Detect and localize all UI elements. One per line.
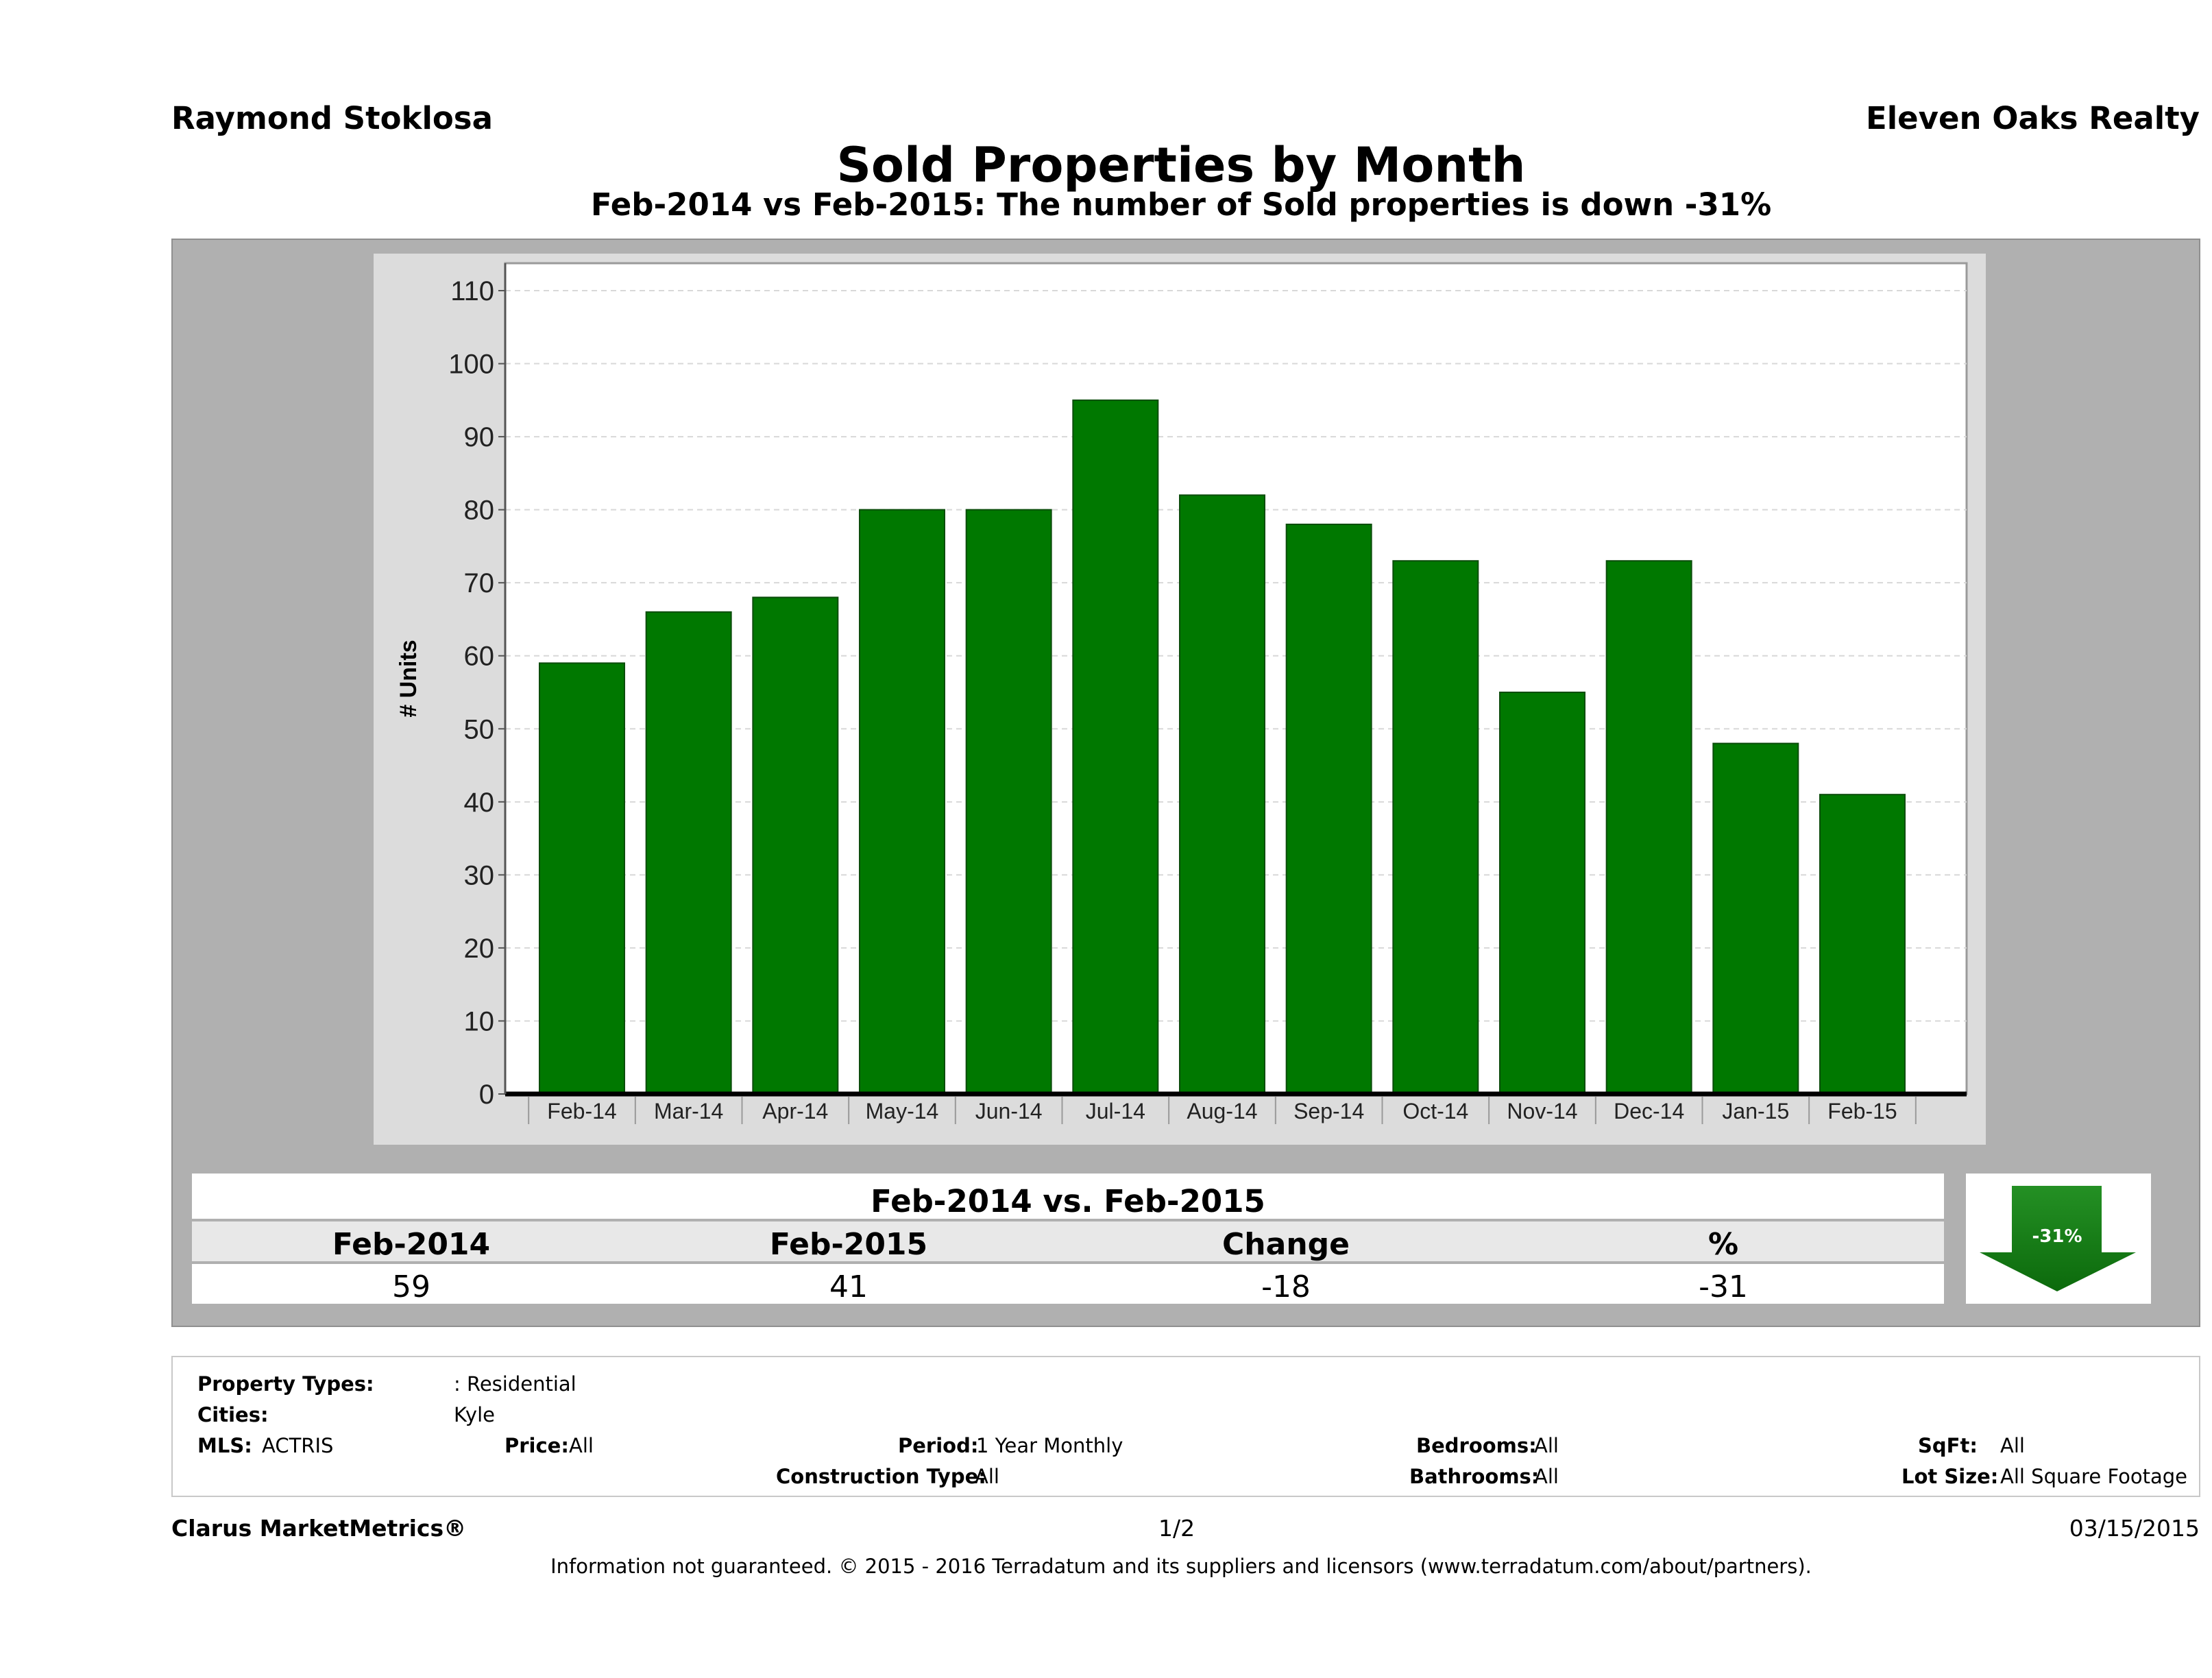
sqft-label: SqFt: xyxy=(1918,1434,1978,1457)
summary-table: Feb-2014 vs. Feb-2015 Feb-2014 Feb-2015 … xyxy=(192,1174,1944,1311)
summary-header-cell: Change xyxy=(1222,1227,1350,1262)
y-tick-label: 100 xyxy=(448,350,494,380)
summary-header-cell: Feb-2014 xyxy=(332,1227,491,1262)
bar xyxy=(1712,742,1799,1095)
price-label: Price: xyxy=(505,1434,569,1457)
summary-header-cell: % xyxy=(1707,1227,1739,1262)
y-tick-label: 40 xyxy=(464,788,495,818)
x-tick-label: Aug-14 xyxy=(1187,1099,1257,1123)
summary-value-cell: 41 xyxy=(829,1269,868,1304)
y-tick-label: 30 xyxy=(464,860,495,890)
product-name: Clarus MarketMetrics® xyxy=(171,1515,467,1542)
change-badge: -31% xyxy=(1966,1174,2151,1304)
x-tick-label: Mar-14 xyxy=(654,1099,723,1123)
y-tick-label: 80 xyxy=(464,496,495,526)
y-tick-label: 50 xyxy=(464,714,495,744)
x-tick-label: Feb-15 xyxy=(1827,1099,1897,1123)
change-badge-label: -31% xyxy=(2032,1226,2082,1247)
search-criteria: Property Types: : Residential Cities: Ky… xyxy=(171,1356,2200,1497)
lot-size-label: Lot Size: xyxy=(1901,1465,1999,1488)
y-tick-label: 110 xyxy=(450,276,494,306)
chart-title: Sold Properties by Month xyxy=(836,137,1526,193)
bedrooms-label: Bedrooms: xyxy=(1416,1434,1537,1457)
report-date: 03/15/2015 xyxy=(2069,1515,2200,1542)
property-types-label: Property Types: xyxy=(197,1372,374,1396)
bedrooms-value: All xyxy=(1534,1434,1559,1457)
y-tick-label: 20 xyxy=(464,934,495,964)
y-tick-label: 10 xyxy=(464,1006,495,1036)
price-value: All xyxy=(569,1434,594,1457)
period-label: Period: xyxy=(898,1434,979,1457)
x-tick-label: Jun-14 xyxy=(975,1099,1043,1123)
summary-value-cell: 59 xyxy=(392,1269,430,1304)
bar xyxy=(859,509,945,1095)
bar xyxy=(965,509,1052,1095)
x-tick-label: Dec-14 xyxy=(1614,1099,1684,1123)
bar xyxy=(539,662,625,1095)
property-types-value: : Residential xyxy=(454,1372,576,1396)
bar xyxy=(752,596,839,1095)
summary-title-row: Feb-2014 vs. Feb-2015 xyxy=(192,1174,1944,1219)
construction-type-value: All xyxy=(975,1465,999,1488)
x-tick-label: Apr-14 xyxy=(762,1099,828,1123)
construction-type-label: Construction Type: xyxy=(776,1465,986,1488)
brokerage-name: Eleven Oaks Realty xyxy=(1865,100,2200,136)
bar xyxy=(1072,399,1159,1095)
summary-header-cell: Feb-2015 xyxy=(769,1227,928,1262)
agent-name: Raymond Stoklosa xyxy=(171,100,493,136)
cities-value: Kyle xyxy=(454,1403,495,1426)
page-number: 1/2 xyxy=(1158,1515,1195,1542)
mls-label: MLS: xyxy=(197,1434,252,1457)
down-arrow-icon: -31% xyxy=(1980,1186,2136,1291)
y-tick-label: 60 xyxy=(464,642,495,672)
mls-value: ACTRIS xyxy=(262,1434,334,1457)
bar xyxy=(1392,560,1479,1095)
period-value: 1 Year Monthly xyxy=(976,1434,1123,1457)
bar xyxy=(1819,794,1906,1095)
y-tick-label: 0 xyxy=(479,1080,494,1110)
lot-size-value: All Square Footage xyxy=(2000,1465,2188,1488)
x-tick-label: Nov-14 xyxy=(1507,1099,1577,1123)
x-tick-label: Jan-15 xyxy=(1722,1099,1789,1123)
x-tick-label: Jul-14 xyxy=(1086,1099,1145,1123)
summary-value-row: 59 41 -18 -31 xyxy=(192,1264,1944,1304)
x-tick-label: Feb-14 xyxy=(547,1099,616,1123)
bar xyxy=(1179,494,1265,1095)
disclaimer: Information not guaranteed. © 2015 - 201… xyxy=(550,1555,1812,1578)
bar-chart: 0 10 20 30 40 50 60 70 80 90 100 110 Feb-14 Mar-14 Ap… xyxy=(396,262,1968,1124)
y-axis-ticks: 0 10 20 30 40 50 60 70 80 90 100 110 xyxy=(448,276,505,1110)
y-axis-label: # Units xyxy=(396,640,422,717)
bar xyxy=(1285,523,1372,1095)
x-tick-label: May-14 xyxy=(866,1099,939,1123)
y-tick-label: 70 xyxy=(464,568,495,598)
summary-title: Feb-2014 vs. Feb-2015 xyxy=(871,1183,1265,1219)
bar xyxy=(1499,692,1585,1095)
bar xyxy=(645,611,732,1095)
cities-label: Cities: xyxy=(197,1403,269,1426)
x-axis-ticks: Feb-14 Mar-14 Apr-14 May-14 Jun-14 Jul-14 Aug-… xyxy=(528,1097,1917,1124)
bathrooms-label: Bathrooms: xyxy=(1409,1465,1540,1488)
sqft-value: All xyxy=(2000,1434,2025,1457)
y-tick-label: 90 xyxy=(464,422,495,452)
summary-header-row: Feb-2014 Feb-2015 Change % xyxy=(192,1221,1944,1262)
chart-subtitle: Feb-2014 vs Feb-2015: The number of Sold… xyxy=(590,186,1772,223)
summary-value-cell: -18 xyxy=(1261,1269,1311,1304)
x-tick-label: Sep-14 xyxy=(1293,1099,1364,1123)
summary-value-cell: -31 xyxy=(1699,1269,1748,1304)
bars xyxy=(539,399,1906,1095)
bathrooms-value: All xyxy=(1534,1465,1559,1488)
bar xyxy=(1605,560,1692,1095)
x-tick-label: Oct-14 xyxy=(1402,1099,1468,1123)
